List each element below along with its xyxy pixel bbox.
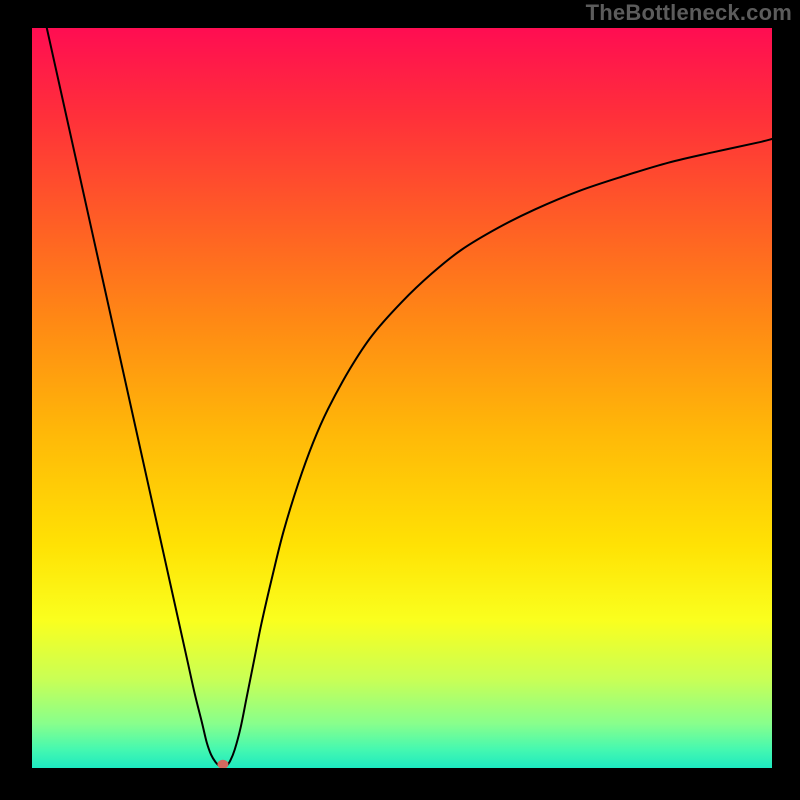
- chart-container: TheBottleneck.com: [0, 0, 800, 800]
- watermark-label: TheBottleneck.com: [586, 0, 792, 26]
- plot-area: [32, 28, 772, 768]
- gradient-background: [32, 28, 772, 768]
- chart-svg: [32, 28, 772, 768]
